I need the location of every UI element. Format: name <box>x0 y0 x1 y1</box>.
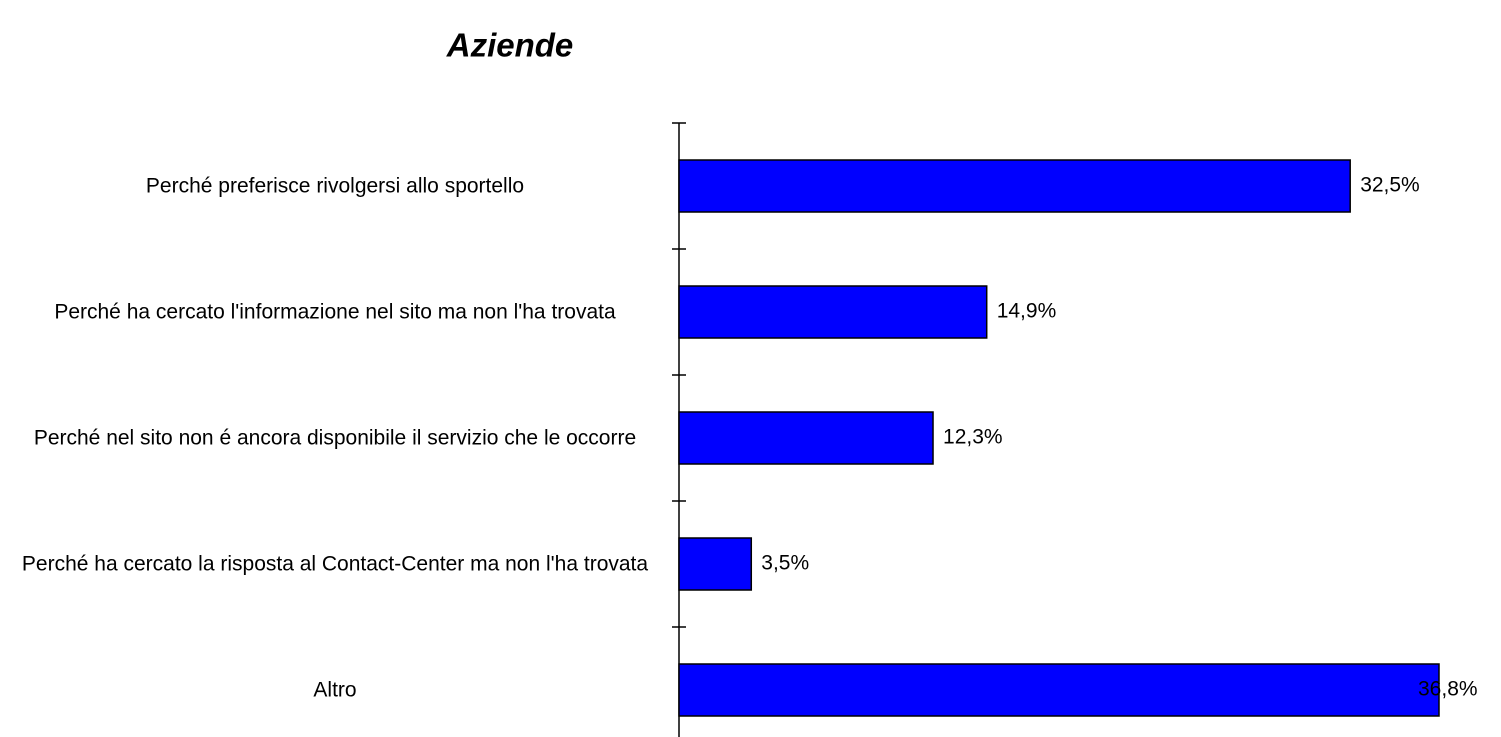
bar <box>678 285 988 339</box>
value-label: 3,5% <box>761 552 809 575</box>
category-label: Altro <box>313 678 357 702</box>
bar <box>678 159 1351 213</box>
category-label: Perché ha cercato la risposta al Contact… <box>21 552 649 576</box>
value-label: 32,5% <box>1360 174 1420 197</box>
chart-title: Aziende <box>446 27 574 64</box>
bar <box>678 411 934 465</box>
value-label: 14,9% <box>997 300 1057 323</box>
value-label: 12,3% <box>943 426 1003 449</box>
bar <box>678 537 753 591</box>
category-label: Perché nel sito non é ancora disponibile… <box>33 426 637 450</box>
bar <box>678 663 1440 717</box>
value-label: 36,8% <box>1418 678 1478 701</box>
category-label: Perché ha cercato l'informazione nel sit… <box>54 300 616 324</box>
category-label: Perché preferisce rivolgersi allo sporte… <box>145 174 525 198</box>
